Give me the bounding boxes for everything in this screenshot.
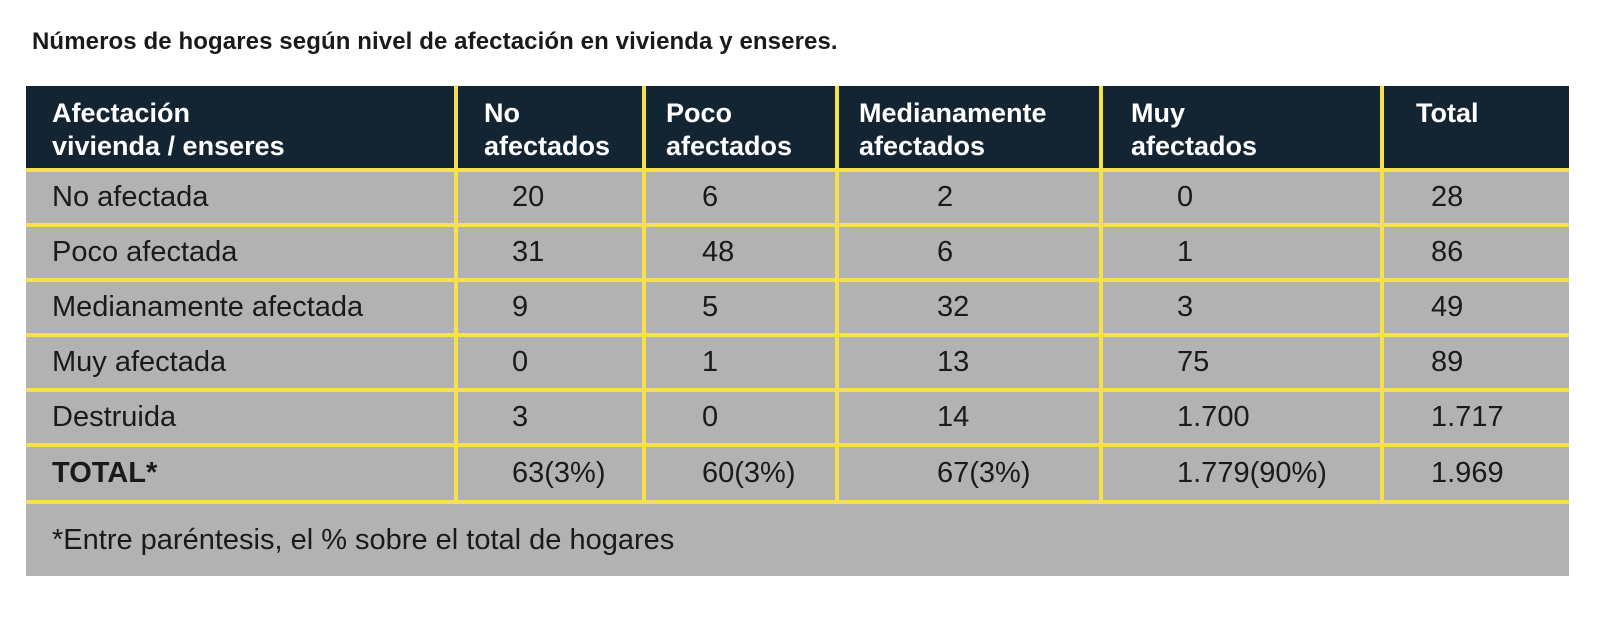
total-cell: 63(3%) (458, 447, 646, 500)
table-cell: 9 (458, 282, 646, 333)
header-cell-total: Total (1416, 98, 1479, 128)
table-row: Destruida 3 0 14 1.700 1.717 (26, 392, 1569, 447)
table-row: No afectada 20 6 2 0 28 (26, 172, 1569, 227)
table-cell: 14 (839, 392, 1103, 443)
table-row: Muy afectada 0 1 13 75 89 (26, 337, 1569, 392)
data-table: Afectación vivienda / enseres No afectad… (26, 86, 1569, 576)
header-cell-not-affected: No afectados (458, 86, 646, 168)
table-cell: 20 (458, 172, 646, 223)
table-total-row: TOTAL* 63(3%) 60(3%) 67(3%) 1.779(90%) 1… (26, 447, 1569, 504)
table-cell: 28 (1431, 181, 1464, 213)
table-row: Medianamente afectada 9 5 32 3 49 (26, 282, 1569, 337)
table-cell: 3 (458, 392, 646, 443)
table-cell: 86 (1431, 236, 1464, 268)
table-cell: 1.700 (1103, 392, 1384, 443)
total-label: TOTAL* (26, 447, 458, 500)
header-cell-affectation: Afectación vivienda / enseres (26, 86, 458, 168)
table-cell: 75 (1103, 337, 1384, 388)
table-cell: 6 (646, 172, 839, 223)
row-label: Destruida (26, 392, 458, 443)
table-cell: 2 (839, 172, 1103, 223)
table-cell: 13 (839, 337, 1103, 388)
total-cell: 60(3%) (646, 447, 839, 500)
table-title: Números de hogares según nivel de afecta… (32, 28, 838, 55)
header-cell-very-affected: Muy afectados (1103, 86, 1384, 168)
table-cell: 31 (458, 227, 646, 278)
table-row: Poco afectada 31 48 6 1 86 (26, 227, 1569, 282)
row-label: Muy afectada (26, 337, 458, 388)
table-cell: 0 (646, 392, 839, 443)
table-cell: 1.717 (1431, 401, 1504, 433)
table-cell: 48 (646, 227, 839, 278)
table-cell: 32 (839, 282, 1103, 333)
table-cell: 6 (839, 227, 1103, 278)
table-cell: 0 (458, 337, 646, 388)
total-cell: 1.779(90%) (1103, 447, 1384, 500)
table-cell: 1 (1103, 227, 1384, 278)
table-cell: 5 (646, 282, 839, 333)
table-cell: 49 (1431, 291, 1464, 323)
table-cell: 1 (646, 337, 839, 388)
total-cell: 67(3%) (839, 447, 1103, 500)
table-cell: 89 (1431, 346, 1464, 378)
table-cell: 0 (1103, 172, 1384, 223)
table-header-row: Afectación vivienda / enseres No afectad… (26, 86, 1569, 172)
row-label: No afectada (26, 172, 458, 223)
table-cell: 3 (1103, 282, 1384, 333)
total-cell: 1.969 (1431, 457, 1504, 489)
header-cell-moderately-affected: Medianamente afectados (839, 86, 1103, 168)
header-cell-little-affected: Poco afectados (646, 86, 839, 168)
row-label: Poco afectada (26, 227, 458, 278)
table-footnote: *Entre paréntesis, el % sobre el total d… (26, 504, 1569, 576)
row-label: Medianamente afectada (26, 282, 458, 333)
